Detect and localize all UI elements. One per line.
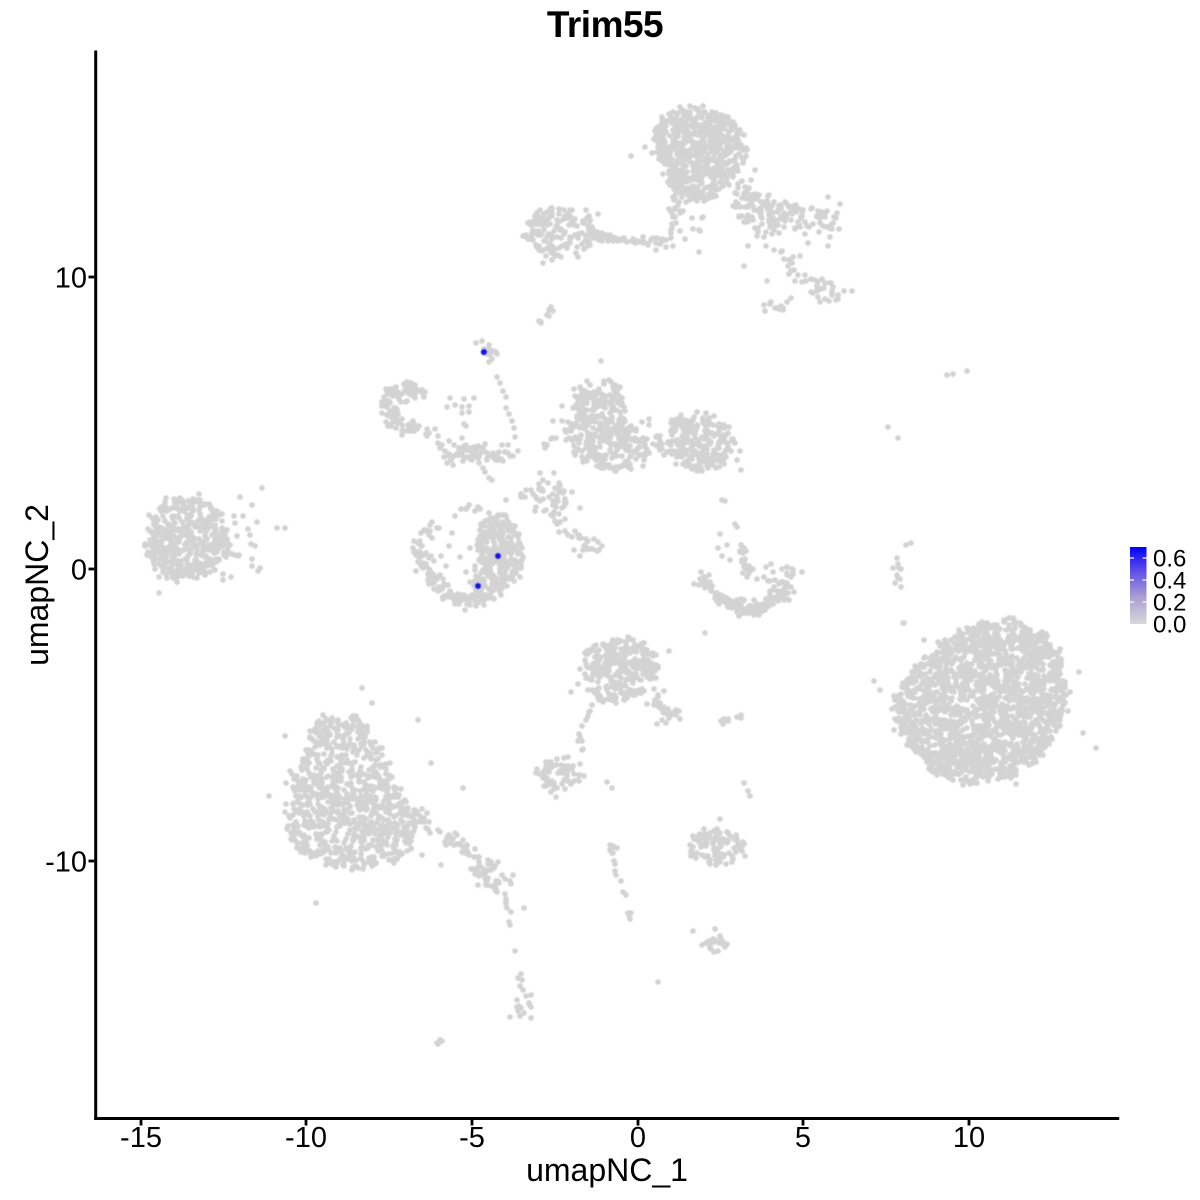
svg-text:-15: -15 [120, 1122, 162, 1154]
svg-text:0.0: 0.0 [1153, 612, 1186, 639]
svg-text:-5: -5 [459, 1122, 485, 1154]
svg-text:0: 0 [630, 1122, 646, 1154]
svg-text:umapNC_2: umapNC_2 [19, 504, 55, 666]
svg-text:0.2: 0.2 [1153, 590, 1186, 617]
svg-text:10: 10 [55, 263, 87, 295]
svg-text:-10: -10 [285, 1122, 327, 1154]
svg-text:0: 0 [71, 555, 87, 587]
svg-text:umapNC_1: umapNC_1 [526, 1152, 688, 1188]
svg-text:Trim55: Trim55 [547, 4, 663, 45]
svg-text:-10: -10 [45, 847, 87, 879]
svg-text:0.4: 0.4 [1153, 568, 1186, 595]
svg-text:10: 10 [953, 1122, 985, 1154]
svg-text:0.6: 0.6 [1153, 546, 1186, 573]
svg-text:5: 5 [795, 1122, 811, 1154]
